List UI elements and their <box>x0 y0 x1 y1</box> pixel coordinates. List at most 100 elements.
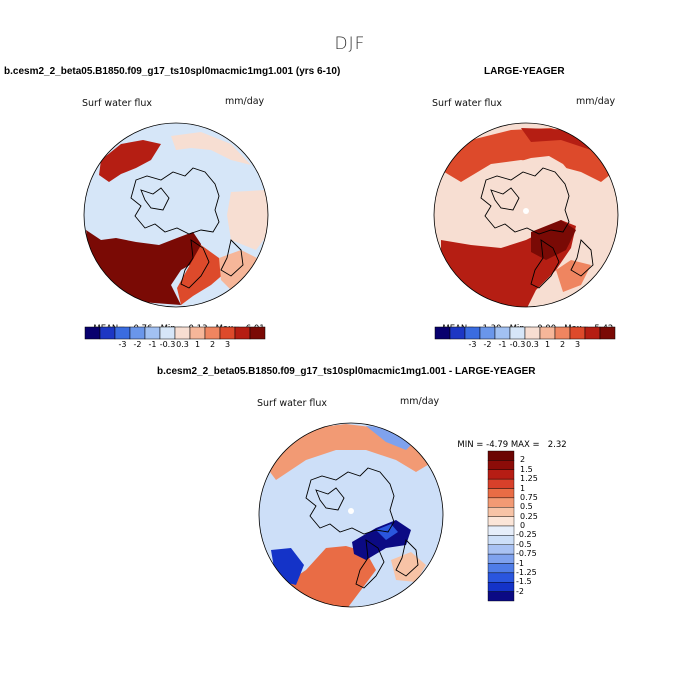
colorbar-swatch <box>524 326 541 340</box>
colorbar-tick-label: -3 <box>468 340 477 349</box>
left-variable-label: Surf water flux <box>82 98 153 109</box>
colorbar-tick-label: 3 <box>574 340 581 349</box>
colorbar-swatch <box>487 450 515 461</box>
coastline <box>490 187 520 211</box>
colorbar-swatch <box>487 525 515 536</box>
pole-hole <box>348 508 354 514</box>
diff-stats: MIN = -4.79 MAX = 2.32 <box>452 430 566 450</box>
eurasia-pale-region <box>227 190 268 250</box>
colorbar-swatch <box>539 326 556 340</box>
colorbar-tick-label: 0.3 <box>526 340 539 349</box>
colorbar-swatch <box>144 326 161 340</box>
coastline <box>305 467 395 535</box>
colorbar-tick-label: 1.25 <box>520 474 538 484</box>
colorbar-swatch <box>189 326 206 340</box>
coastline <box>140 187 170 211</box>
colorbar-swatch <box>249 326 266 340</box>
coastline <box>315 487 345 511</box>
colorbar-swatch <box>509 326 526 340</box>
coastline <box>130 167 220 235</box>
colorbar-tick-label: 0 <box>520 521 526 530</box>
colorbar-tick-label: 2 <box>559 340 566 349</box>
colorbar-tick-label: -1 <box>148 340 157 349</box>
colorbar-swatch <box>99 326 116 340</box>
map-boundary-circle <box>433 122 619 308</box>
colorbar-tick-label: -0.75 <box>516 549 537 559</box>
colorbar-tick-label: -0.3 <box>159 340 176 349</box>
pacific-high-region <box>99 140 161 182</box>
colorbar-swatch <box>487 535 515 545</box>
colorbar-swatch <box>487 563 515 574</box>
coastline <box>395 539 419 577</box>
coastline <box>570 239 594 277</box>
right-polar-map <box>433 122 619 308</box>
colorbar-swatch <box>487 478 515 489</box>
map-boundary-circle <box>83 122 269 308</box>
arctic-low-region <box>99 156 231 245</box>
colorbar-tick-label: -0.3 <box>509 340 526 349</box>
colorbar-tick-label: 0.25 <box>520 511 538 521</box>
colorbar-swatch <box>204 326 221 340</box>
colorbar-swatch <box>449 326 466 340</box>
diff-variable-label: Surf water flux <box>257 398 328 409</box>
right-colorbar-ticks: -3 -2 -1 -0.3 0.3 1 2 3 <box>435 340 615 352</box>
right-variable-label: Surf water flux <box>432 98 503 109</box>
colorbar-swatch <box>487 591 515 602</box>
colorbar-tick-label: -1.5 <box>516 577 532 587</box>
colorbar-swatch <box>487 469 515 480</box>
colorbar-tick-label: -2 <box>133 340 142 349</box>
colorbar-tick-label: -0.25 <box>516 530 537 540</box>
coastline <box>180 239 210 289</box>
right-colorbar <box>434 326 616 340</box>
colorbar-tick-label: -2 <box>483 340 492 349</box>
baltic-region <box>556 260 591 292</box>
colorbar-swatch <box>487 516 515 527</box>
diff-polar-map <box>258 422 444 608</box>
colorbar-tick-label: 2 <box>209 340 216 349</box>
colorbar-tick-label: 2 <box>520 455 526 465</box>
colorbar-swatch <box>129 326 146 340</box>
colorbar-tick-label: 3 <box>224 340 231 349</box>
pole-hole <box>523 208 529 214</box>
diff-case-title: b.cesm2_2_beta05.B1850.f09_g17_ts10spl0m… <box>157 366 536 377</box>
colorbar-swatch <box>494 326 511 340</box>
colorbar-swatch <box>487 553 515 564</box>
bering-negative-region <box>366 426 416 450</box>
colorbar-tick-label: -3 <box>118 340 127 349</box>
colorbar-swatch <box>464 326 481 340</box>
pacific-fringe-region <box>171 132 251 165</box>
colorbar-tick-label: 0.75 <box>520 492 538 502</box>
diff-min-label: MIN = <box>457 440 484 450</box>
colorbar-tick-label: 1 <box>194 340 201 349</box>
colorbar-swatch <box>487 488 515 499</box>
colorbar-swatch <box>84 326 101 340</box>
colorbar-tick-label: 0.3 <box>176 340 189 349</box>
coastline <box>480 167 570 235</box>
colorbar-tick-label: -1 <box>516 558 524 568</box>
left-case-title: b.cesm2_2_beta05.B1850.f09_g17_ts10spl0m… <box>4 66 341 77</box>
colorbar-swatch <box>219 326 236 340</box>
left-colorbar-ticks: -3 -2 -1 -0.3 0.3 1 2 3 <box>85 340 265 352</box>
left-units-label: mm/day <box>225 96 265 107</box>
coastline <box>530 239 560 289</box>
colorbar-tick-label: -1 <box>498 340 507 349</box>
colorbar-swatch <box>599 326 616 340</box>
colorbar-swatch <box>487 507 515 517</box>
diff-colorbar-ticks: 2 1.5 1.25 1 0.75 0.5 0.25 0 -0.25 -0.5 -0.75 -1 -1.… <box>516 451 556 601</box>
colorbar-swatch <box>234 326 251 340</box>
page-title: DJF <box>334 34 366 54</box>
colorbar-swatch <box>159 326 176 340</box>
coastline <box>220 239 244 277</box>
atlantic-high-region <box>86 230 201 305</box>
colorbar-tick-label: -0.5 <box>516 539 532 549</box>
right-units-label: mm/day <box>576 96 616 107</box>
colorbar-swatch <box>569 326 586 340</box>
left-colorbar <box>84 326 266 340</box>
colorbar-swatch <box>479 326 496 340</box>
colorbar-swatch <box>487 572 515 583</box>
colorbar-swatch <box>487 497 515 508</box>
colorbar-tick-label: 1.5 <box>520 464 533 474</box>
colorbar-tick-label: -1.25 <box>516 567 537 577</box>
colorbar-tick-label: 0.5 <box>520 502 533 512</box>
colorbar-swatch <box>487 544 515 555</box>
